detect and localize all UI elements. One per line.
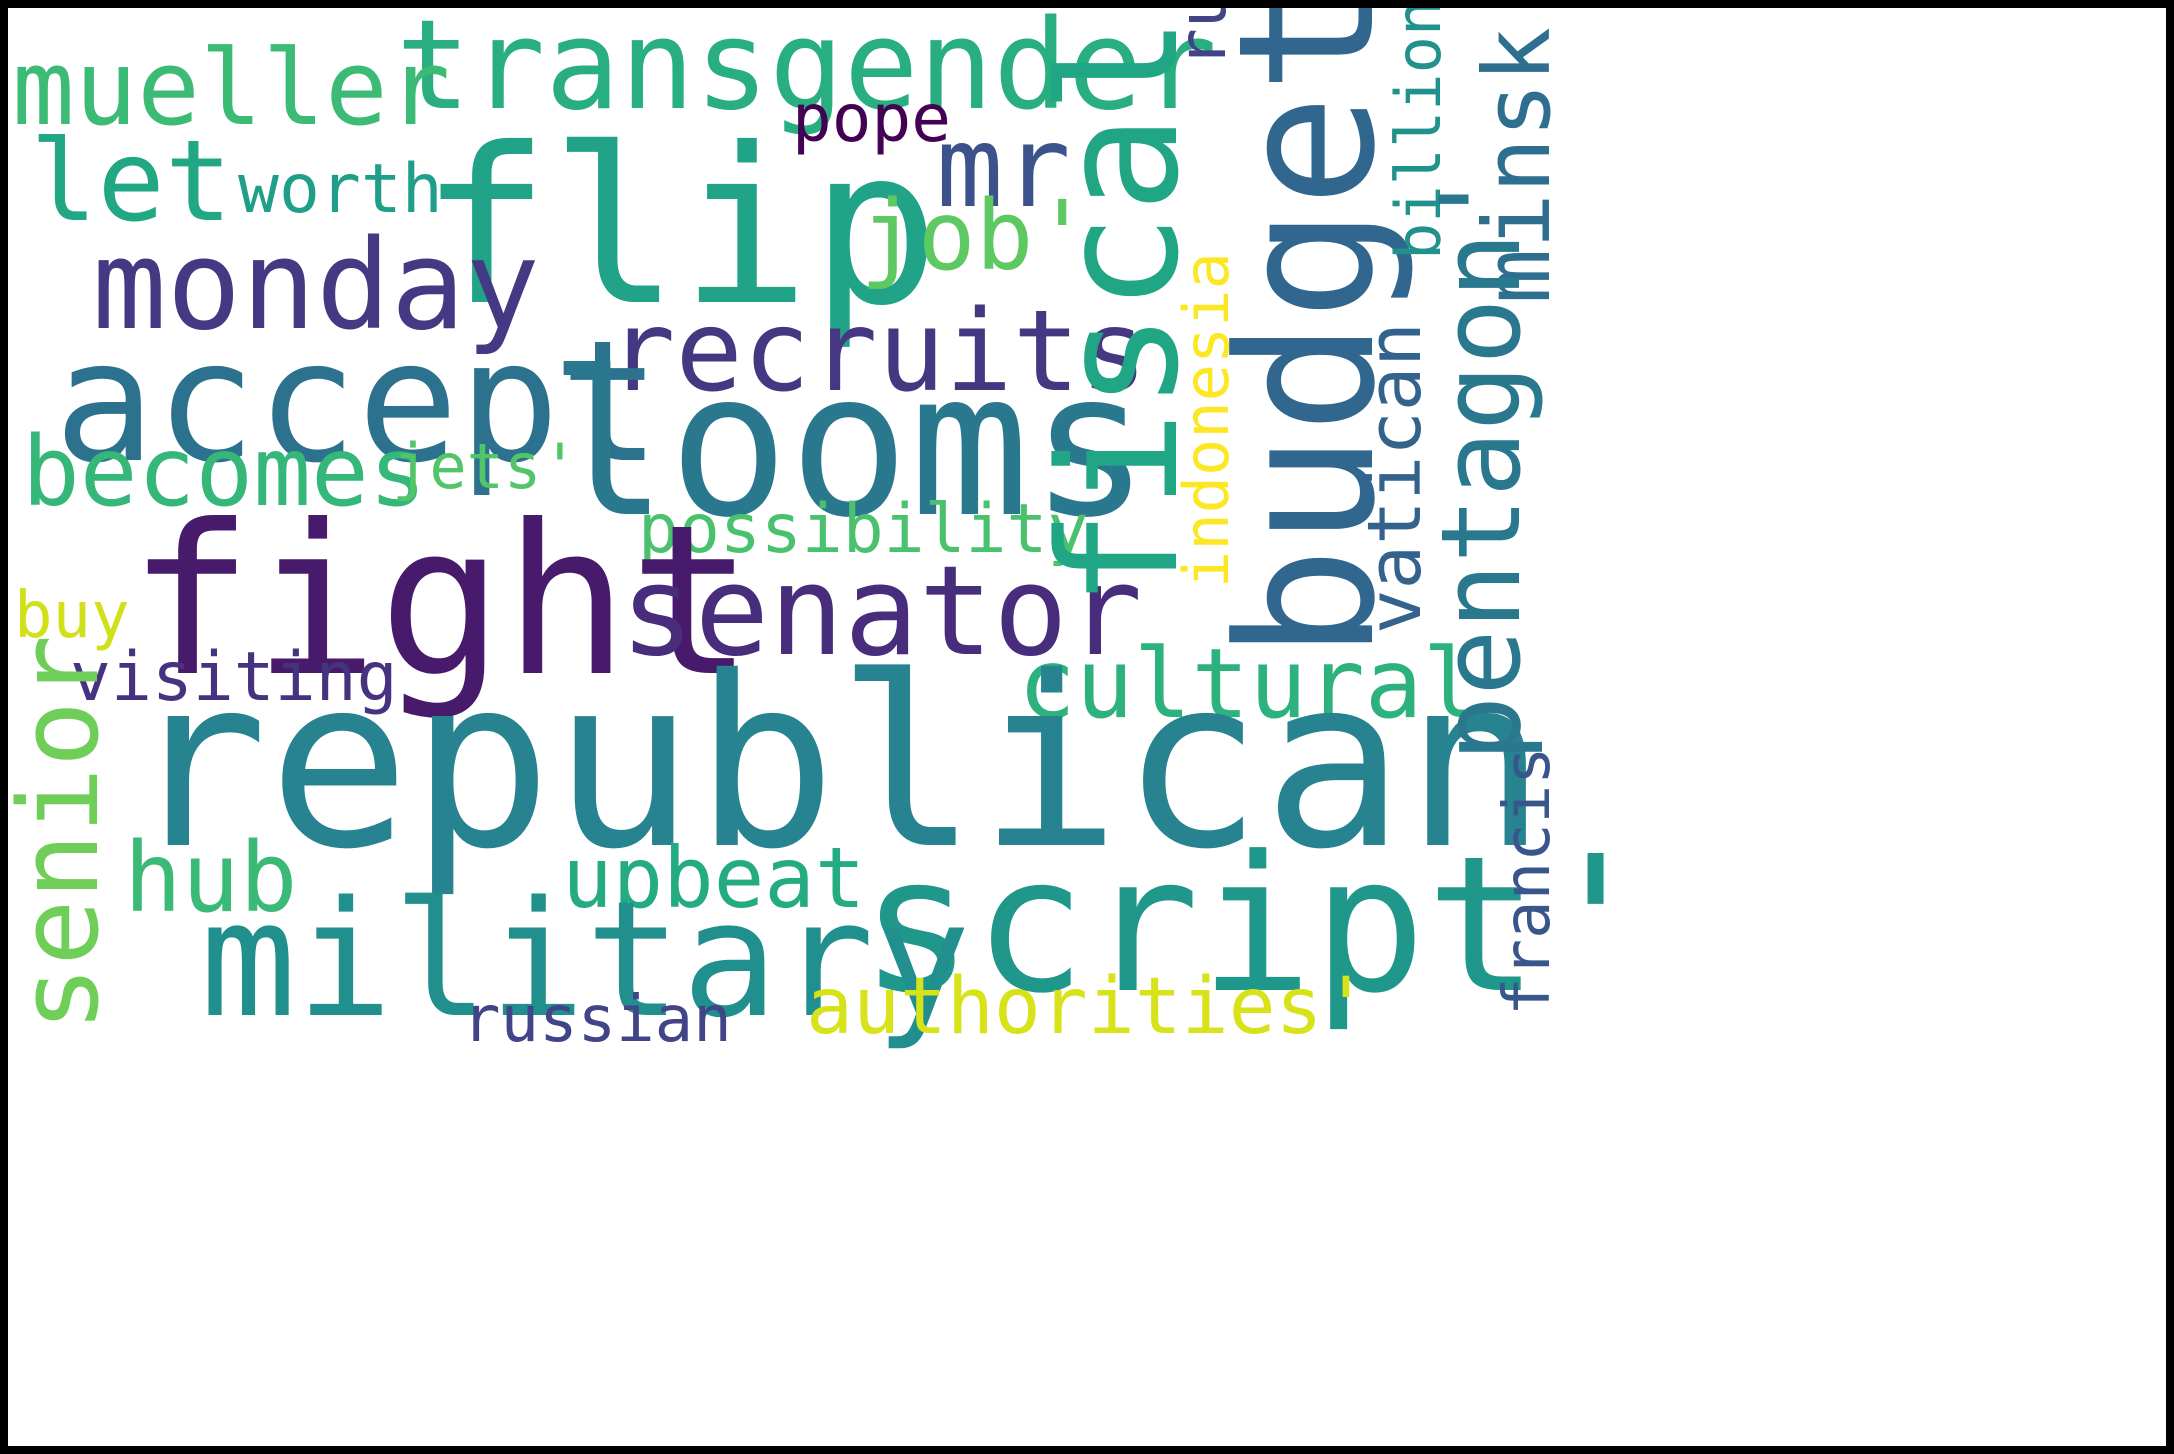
word-military: military (200, 866, 971, 1053)
word-republican: republican (126, 626, 1547, 901)
word-accept: accept (54, 304, 661, 500)
word-mr: mr (936, 103, 1071, 233)
word-upbeat: upbeat (562, 829, 866, 927)
word-russian: russian (462, 983, 732, 1057)
word-hub: hub (124, 822, 298, 934)
word-job: job' (860, 180, 1092, 292)
word-transgender: transgender (396, 8, 1218, 138)
word-visiting: visiting (70, 638, 398, 717)
word-pentagon: pentagon' (1417, 165, 1545, 762)
word-francis: francis (1491, 746, 1565, 1016)
word-becomes: becomes (22, 416, 427, 528)
word-cultural: cultural (1018, 628, 1481, 740)
word-recruits: recruits (608, 287, 1148, 417)
word-possibility: possibility (638, 490, 1089, 569)
word-vatican: vatican (1352, 322, 1438, 634)
word-worth: worth (238, 150, 443, 229)
word-monday: monday (92, 214, 540, 358)
word-pope: pope (792, 80, 951, 157)
word-senior: senior (8, 634, 123, 1032)
word-flip: flip (420, 102, 941, 353)
word-russia: russia' (1164, 8, 1241, 68)
word-cloud: transgender mueller let flip mr pope wor… (8, 8, 2166, 1446)
word-indonesia: indonesia (1170, 252, 1243, 588)
word-buy: buy (14, 579, 130, 653)
word-authorities: authorities' (806, 962, 1370, 1052)
word-senator: senator (620, 540, 1143, 684)
word-mueller: mueller (12, 27, 451, 149)
word-fight: fight (128, 481, 755, 723)
word-let: let (30, 117, 233, 247)
word-jets: jets' (392, 430, 579, 503)
word-looms: looms (548, 329, 1151, 562)
word-script: script' (860, 816, 1653, 1035)
